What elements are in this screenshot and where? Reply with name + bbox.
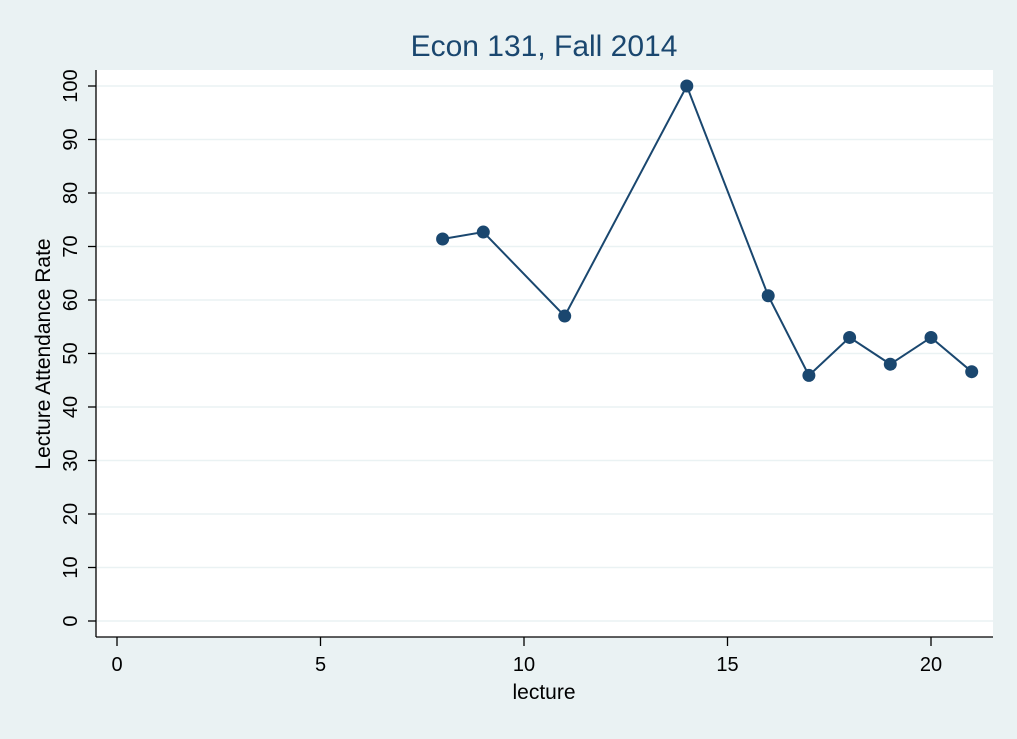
data-point-17 bbox=[802, 368, 816, 382]
x-axis-title: lecture bbox=[512, 681, 575, 704]
data-point-16 bbox=[761, 289, 775, 303]
data-point-18 bbox=[843, 330, 857, 344]
data-point-20 bbox=[924, 330, 938, 344]
y-tick-label-100: 100 bbox=[60, 69, 82, 102]
series-group bbox=[436, 79, 979, 382]
y-tick-label-10: 10 bbox=[60, 556, 82, 578]
y-axis-ticks: 0 10 20 30 40 50 60 70 80 90 100 bbox=[60, 69, 96, 627]
x-tick-label-5: 5 bbox=[315, 654, 326, 676]
data-point-11 bbox=[558, 309, 572, 323]
y-tick-label-30: 30 bbox=[60, 449, 82, 471]
data-point-8 bbox=[436, 232, 450, 246]
y-axis-title: Lecture Attendance Rate bbox=[32, 238, 55, 469]
data-point-21 bbox=[965, 365, 979, 379]
x-tick-label-20: 20 bbox=[920, 654, 942, 676]
x-axis-ticks: 0 5 10 15 20 bbox=[111, 637, 942, 676]
x-tick-label-10: 10 bbox=[513, 654, 535, 676]
y-tick-label-80: 80 bbox=[60, 182, 82, 204]
y-tick-label-50: 50 bbox=[60, 342, 82, 364]
y-tick-label-40: 40 bbox=[60, 396, 82, 418]
y-tick-label-20: 20 bbox=[60, 503, 82, 525]
y-tick-label-0: 0 bbox=[60, 615, 82, 626]
x-tick-label-0: 0 bbox=[111, 654, 122, 676]
x-tick-label-15: 15 bbox=[716, 654, 738, 676]
y-tick-label-90: 90 bbox=[60, 128, 82, 150]
data-point-14 bbox=[680, 79, 694, 93]
series-line-0 bbox=[442, 83, 973, 378]
data-point-19 bbox=[883, 357, 897, 371]
gridlines bbox=[97, 85, 993, 622]
data-point-9 bbox=[476, 225, 490, 239]
y-tick-label-70: 70 bbox=[60, 235, 82, 257]
y-tick-label-60: 60 bbox=[60, 289, 82, 311]
chart-title: Econ 131, Fall 2014 bbox=[411, 30, 678, 63]
